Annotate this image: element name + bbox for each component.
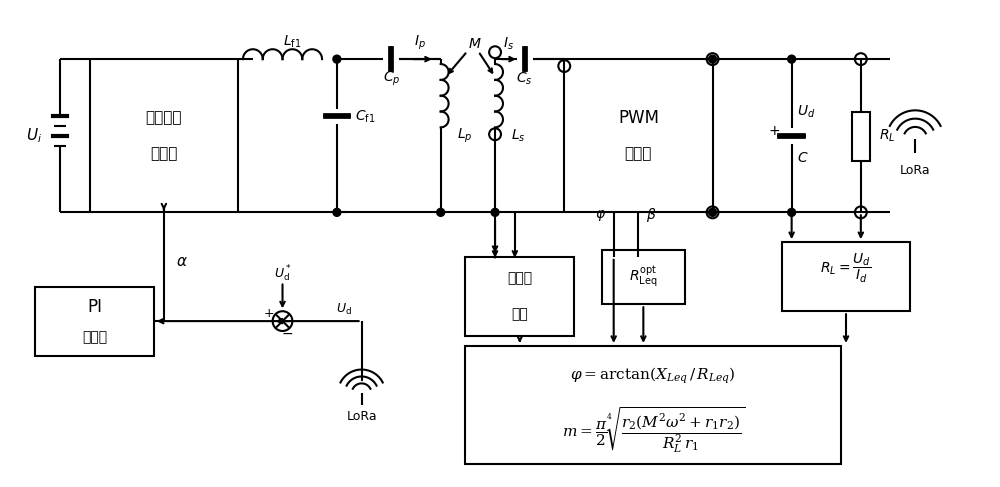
Text: $C_s$: $C_s$ xyxy=(516,71,533,87)
Text: $L_{\rm f1}$: $L_{\rm f1}$ xyxy=(283,33,302,50)
Text: $R_L$: $R_L$ xyxy=(879,128,895,145)
Text: $R_L = \dfrac{U_d}{I_d}$: $R_L = \dfrac{U_d}{I_d}$ xyxy=(820,252,872,285)
Bar xyxy=(465,346,841,465)
Text: LoRa: LoRa xyxy=(346,411,377,424)
Text: $L_p$: $L_p$ xyxy=(457,127,472,145)
Text: 整流器: 整流器 xyxy=(625,146,652,161)
Bar xyxy=(782,242,910,311)
Text: 控制器: 控制器 xyxy=(82,330,107,344)
Text: $C_{\rm f1}$: $C_{\rm f1}$ xyxy=(355,108,375,125)
Text: $\varphi = \arctan(X_{Leq}\,/\,R_{Leq})$: $\varphi = \arctan(X_{Leq}\,/\,R_{Leq})$ xyxy=(570,365,736,386)
Text: $\varphi$: $\varphi$ xyxy=(595,208,606,223)
Text: $U_d$: $U_d$ xyxy=(797,103,815,120)
Text: PI: PI xyxy=(87,298,102,316)
Circle shape xyxy=(709,208,717,216)
Text: +: + xyxy=(263,307,274,319)
Text: 移相全桥: 移相全桥 xyxy=(146,111,182,126)
Text: $C$: $C$ xyxy=(797,151,808,165)
Circle shape xyxy=(788,55,796,63)
Text: $\beta$: $\beta$ xyxy=(646,206,657,225)
Text: $C_p$: $C_p$ xyxy=(383,70,400,88)
Bar xyxy=(564,59,713,212)
Bar xyxy=(35,286,154,356)
Bar xyxy=(465,257,574,336)
Text: $L_s$: $L_s$ xyxy=(511,128,525,144)
Bar xyxy=(90,59,238,212)
Text: $I_p$: $I_p$ xyxy=(414,34,426,53)
Text: 逆变器: 逆变器 xyxy=(150,146,178,161)
Text: $\alpha$: $\alpha$ xyxy=(176,254,188,269)
Text: 相位差: 相位差 xyxy=(507,272,532,285)
Circle shape xyxy=(788,208,796,216)
Text: LoRa: LoRa xyxy=(900,164,931,177)
Text: 检测: 检测 xyxy=(511,307,528,321)
Circle shape xyxy=(491,208,499,216)
Text: $U_i$: $U_i$ xyxy=(26,127,42,145)
Text: $M$: $M$ xyxy=(468,37,482,51)
Text: $I_s$: $I_s$ xyxy=(503,35,514,52)
Text: PWM: PWM xyxy=(618,109,659,127)
Bar xyxy=(852,112,870,161)
Text: $m = \dfrac{\pi}{2}\sqrt[4]{\dfrac{r_2(M^2\omega^2 + r_1 r_2)}{R_L^2\,r_1}}$: $m = \dfrac{\pi}{2}\sqrt[4]{\dfrac{r_2(M… xyxy=(562,405,745,455)
Text: $R_{\rm Leq}^{\rm opt}$: $R_{\rm Leq}^{\rm opt}$ xyxy=(629,264,658,289)
Circle shape xyxy=(437,208,445,216)
Text: $U^*_{\rm d}$: $U^*_{\rm d}$ xyxy=(274,263,291,284)
Text: $U_{\rm d}$: $U_{\rm d}$ xyxy=(336,301,352,317)
Circle shape xyxy=(333,55,341,63)
Text: $-$: $-$ xyxy=(281,326,294,340)
Text: +: + xyxy=(768,124,780,138)
Circle shape xyxy=(709,55,717,63)
Bar xyxy=(602,250,685,304)
Circle shape xyxy=(333,208,341,216)
